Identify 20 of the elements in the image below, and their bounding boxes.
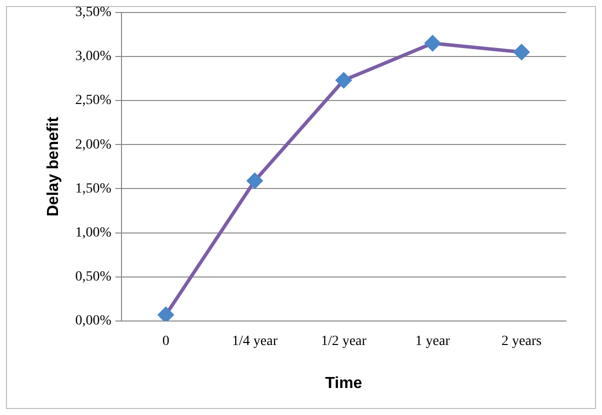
y-axis-title: Delay benefit — [45, 116, 62, 216]
y-tick-label: 3,50% — [75, 5, 112, 20]
x-tick-label: 1/2 year — [320, 334, 367, 350]
point — [424, 36, 440, 52]
x-axis-title: Time — [325, 374, 362, 392]
point — [514, 44, 530, 60]
x-tick-label: 1 year — [415, 334, 450, 350]
x-tick-label: 0 — [162, 334, 170, 350]
x-tick-label: 2 years — [502, 334, 542, 350]
y-tick-label: 0,50% — [75, 270, 112, 285]
y-tick-label: 1,00% — [75, 226, 112, 240]
x-tick-label: 1/4 year — [232, 334, 278, 350]
y-tick-label: 1,50% — [75, 181, 112, 196]
point — [247, 173, 263, 189]
point — [158, 307, 174, 321]
y-tick-label: 2,00% — [75, 137, 112, 152]
y-tick-label: 2,50% — [75, 93, 112, 108]
y-tick-label: 3,00% — [75, 49, 112, 64]
y-tick-label: 0,00% — [75, 314, 112, 329]
point — [336, 72, 352, 88]
